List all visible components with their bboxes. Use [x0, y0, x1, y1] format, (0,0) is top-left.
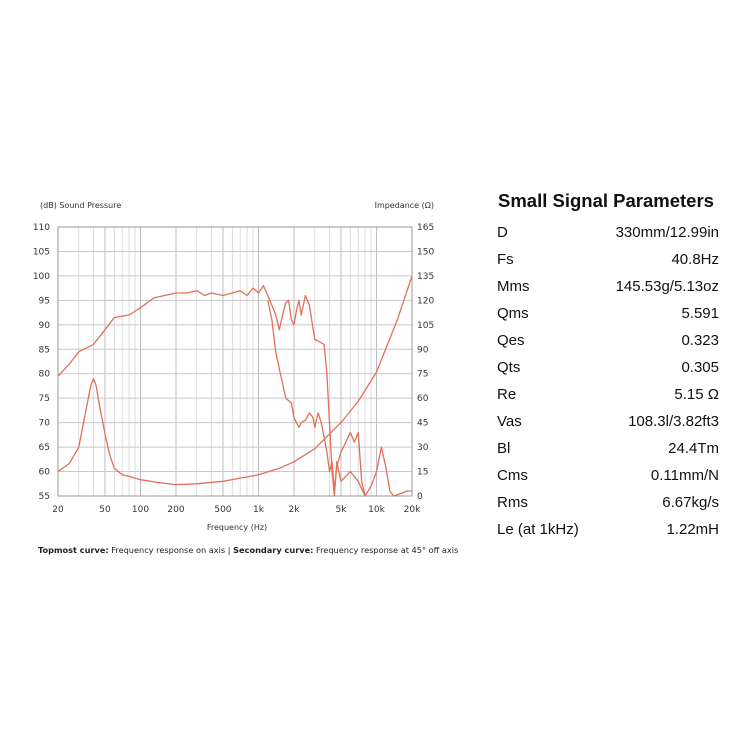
- y-tick-right-label: 165: [417, 223, 434, 233]
- y-tick-left-label: 90: [39, 321, 51, 331]
- y-tick-left-label: 65: [39, 443, 50, 453]
- caption-topmost-text: Frequency response on axis: [108, 545, 226, 555]
- frequency-response-chart: 110 105 100 95 90 85 80 75 70 65 60 55 165 150 135 120 1…: [33, 201, 435, 532]
- y-tick-right-label: 90: [417, 345, 429, 355]
- parameters-panel: Small Signal Parameters D 330mm/12.99in Fs…: [497, 190, 719, 548]
- series-line: [57, 275, 413, 486]
- parameter-value: 330mm/12.99in: [615, 224, 719, 241]
- x-tick-label: 1k: [253, 505, 265, 515]
- y-tick-right-label: 150: [417, 247, 434, 257]
- y-tick-right-label: 45: [417, 419, 428, 429]
- parameter-name: Qms: [497, 305, 529, 322]
- right-axis-label: Impedance (Ω): [375, 201, 434, 210]
- x-tick-label: 10k: [368, 505, 385, 515]
- x-tick-label: 2k: [289, 505, 301, 515]
- parameter-row: Qts 0.305: [497, 359, 719, 386]
- parameter-name: Rms: [497, 494, 528, 511]
- y-tick-left-label: 100: [33, 272, 50, 282]
- parameter-name: Cms: [497, 467, 528, 484]
- parameter-value: 0.305: [681, 359, 719, 376]
- y-tick-left-label: 60: [39, 468, 51, 478]
- x-tick-label: 200: [167, 505, 184, 515]
- parameter-row: Fs 40.8Hz: [497, 251, 719, 278]
- parameters-title: Small Signal Parameters: [498, 190, 714, 211]
- plot-frame: [57, 226, 413, 497]
- parameter-row: Cms 0.11mm/N: [497, 467, 719, 494]
- parameter-name: Fs: [497, 251, 514, 268]
- y-tick-left-label: 105: [33, 247, 50, 257]
- y-tick-left-label: 85: [39, 345, 50, 355]
- caption-secondary-label: Secondary curve:: [233, 545, 314, 555]
- y-tick-right-label: 60: [417, 394, 429, 404]
- parameter-name: Mms: [497, 278, 530, 295]
- parameter-value: 0.11mm/N: [650, 467, 719, 484]
- y-tick-left-label: 95: [39, 296, 50, 306]
- x-tick-label: 20k: [404, 505, 421, 515]
- y-tick-right-label: 15: [417, 468, 428, 478]
- parameter-value: 145.53g/5.13oz: [615, 278, 719, 295]
- parameter-row: Qes 0.323: [497, 332, 719, 359]
- y-tick-left-label: 75: [39, 394, 50, 404]
- parameter-name: Bl: [497, 440, 511, 457]
- x-tick-label: 50: [99, 505, 111, 515]
- caption-topmost-label: Topmost curve:: [38, 545, 109, 555]
- x-tick-label: 100: [132, 505, 149, 515]
- series-line: [267, 300, 412, 497]
- parameter-row: Qms 5.591: [497, 305, 719, 332]
- y-tick-right-label: 105: [417, 321, 434, 331]
- parameter-value: 1.22mH: [666, 521, 719, 538]
- y-tick-left-label: 55: [39, 492, 50, 502]
- parameter-row: Le (at 1kHz) 1.22mH: [497, 521, 719, 548]
- chart-svg: 1101051009590858075706560551651501351201…: [33, 201, 435, 532]
- y-tick-right-label: 135: [417, 272, 434, 282]
- parameter-name: D: [497, 224, 508, 241]
- parameter-row: Rms 6.67kg/s: [497, 494, 719, 521]
- parameter-value: 5.591: [681, 305, 719, 322]
- parameters-list: D 330mm/12.99in Fs 40.8Hz Mms 145.53g/5.13oz Q…: [497, 224, 719, 548]
- series-line: [57, 285, 366, 497]
- parameter-row: D 330mm/12.99in: [497, 224, 719, 251]
- parameter-row: Re 5.15 Ω: [497, 386, 719, 413]
- parameter-value: 40.8Hz: [671, 251, 719, 268]
- caption-separator: |: [225, 545, 234, 555]
- parameter-row: Bl 24.4Tm: [497, 440, 719, 467]
- parameter-value: 0.323: [681, 332, 719, 349]
- x-tick-label: 20: [52, 505, 64, 515]
- left-axis-label: (dB) Sound Pressure: [40, 201, 121, 210]
- parameter-name: Vas: [497, 413, 522, 430]
- parameter-value: 6.67kg/s: [662, 494, 719, 511]
- chart-caption: Topmost curve: Frequency response on axi…: [38, 545, 458, 555]
- parameter-value: 108.3l/3.82ft3: [628, 413, 719, 430]
- parameter-name: Re: [497, 386, 517, 403]
- x-tick-label: 5k: [335, 505, 347, 515]
- y-tick-right-label: 30: [417, 443, 429, 453]
- parameter-name: Qes: [497, 332, 525, 349]
- x-axis-label: Frequency (Hz): [207, 523, 267, 532]
- parameter-name: Le (at 1kHz): [497, 521, 579, 538]
- y-tick-right-label: 0: [417, 492, 423, 502]
- y-tick-left-label: 110: [33, 223, 50, 233]
- parameter-name: Qts: [497, 359, 521, 376]
- y-tick-right-label: 120: [417, 296, 434, 306]
- parameter-row: Vas 108.3l/3.82ft3: [497, 413, 719, 440]
- y-tick-left-label: 80: [39, 370, 51, 380]
- x-tick-label: 500: [214, 505, 231, 515]
- y-tick-right-label: 75: [417, 370, 428, 380]
- parameter-value: 5.15 Ω: [674, 386, 719, 403]
- parameter-row: Mms 145.53g/5.13oz: [497, 278, 719, 305]
- caption-secondary-text: Frequency response at 45° off axis: [313, 545, 459, 555]
- y-tick-left-label: 70: [39, 419, 51, 429]
- parameter-value: 24.4Tm: [668, 440, 719, 457]
